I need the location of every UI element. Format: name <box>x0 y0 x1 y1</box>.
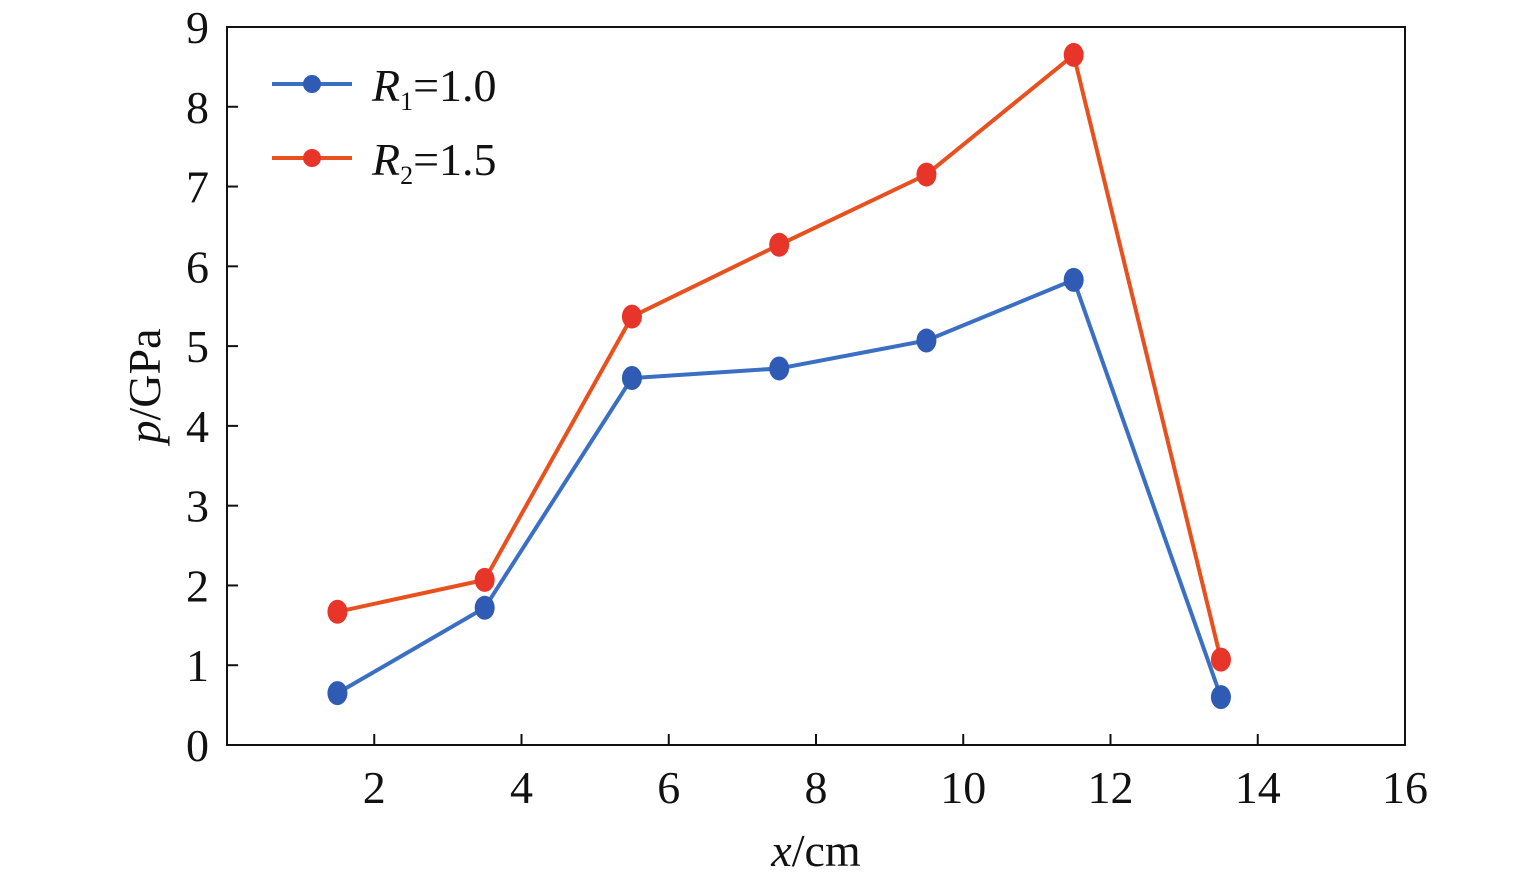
x-axis-label: x/cm <box>770 825 861 876</box>
x-tick-label: 16 <box>1382 762 1428 813</box>
series-2 <box>327 42 1231 672</box>
data-point <box>621 304 642 329</box>
legend-marker-r1 <box>303 75 321 93</box>
y-axis-label: p/GPa <box>119 329 170 447</box>
y-tick-label: 7 <box>186 162 209 213</box>
y-tick-label: 0 <box>186 720 209 771</box>
data-point <box>327 599 348 624</box>
legend-marker-r2 <box>303 149 321 167</box>
y-axis-ticks: 0 1 2 3 4 5 6 7 8 9 <box>186 2 238 771</box>
y-tick-label: 6 <box>186 241 209 292</box>
x-axis-ticks: 2 4 6 8 10 12 14 16 <box>363 734 1428 813</box>
y-tick-label: 8 <box>186 82 209 133</box>
x-tick-label: 12 <box>1088 762 1134 813</box>
legend-label-r1: R1=1.0 <box>371 60 497 116</box>
legend: R1=1.0 R2=1.5 <box>272 60 497 190</box>
y-tick-label: 9 <box>186 2 209 53</box>
x-tick-label: 6 <box>657 762 680 813</box>
y-tick-label: 4 <box>186 401 209 452</box>
plot-frame <box>226 26 1406 746</box>
x-tick-label: 8 <box>805 762 828 813</box>
legend-item-r2: R2=1.5 <box>272 134 497 190</box>
x-tick-label: 10 <box>940 762 986 813</box>
x-tick-label: 4 <box>510 762 533 813</box>
data-point <box>1063 267 1084 292</box>
series-1 <box>327 267 1231 710</box>
y-tick-label: 3 <box>186 481 209 532</box>
y-tick-label: 2 <box>186 560 209 611</box>
data-point <box>1210 647 1231 672</box>
series-line <box>336 277 1223 698</box>
x-tick-label: 14 <box>1235 762 1281 813</box>
data-point <box>1063 42 1084 67</box>
data-point <box>916 328 937 353</box>
data-point <box>1210 685 1231 710</box>
data-point <box>621 366 642 391</box>
data-point <box>327 681 348 706</box>
data-point <box>474 595 495 620</box>
data-point <box>769 232 790 257</box>
legend-label-r2: R2=1.5 <box>371 134 497 190</box>
y-tick-label: 5 <box>186 321 209 372</box>
y-tick-label: 1 <box>186 640 209 691</box>
data-point <box>916 162 937 187</box>
data-point <box>474 567 495 592</box>
data-point <box>769 356 790 381</box>
series-layer <box>327 42 1231 710</box>
x-tick-label: 2 <box>363 762 386 813</box>
legend-item-r1: R1=1.0 <box>272 60 497 116</box>
